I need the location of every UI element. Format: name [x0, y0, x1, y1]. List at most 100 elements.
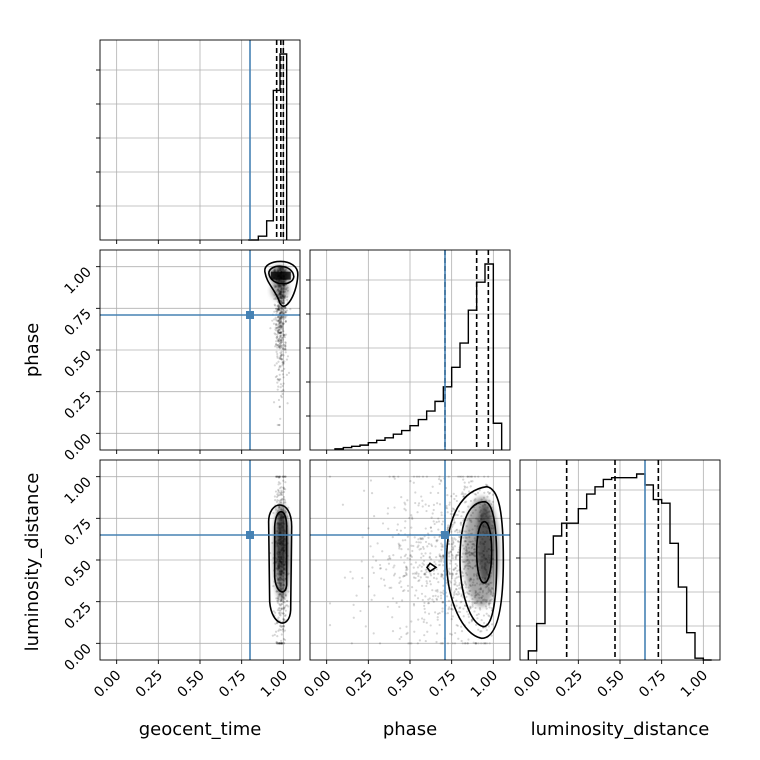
sample-point [453, 530, 457, 533]
sample-point [280, 336, 284, 340]
sample-point [446, 494, 449, 497]
sample-point [455, 529, 458, 532]
sample-point [278, 423, 281, 427]
sample-point [453, 593, 456, 596]
sample-point [279, 394, 283, 397]
sample-point [466, 642, 469, 645]
sample-point [465, 595, 468, 598]
sample-point [440, 523, 444, 526]
sample-point [452, 492, 455, 495]
sample-point [279, 344, 282, 347]
sample-point [278, 341, 281, 344]
sample-point [438, 623, 441, 627]
sample-point [418, 579, 421, 582]
sample-point [280, 316, 283, 319]
sample-point [418, 548, 421, 551]
sample-point [439, 594, 443, 597]
sample-point [280, 499, 283, 502]
sample-point [284, 609, 287, 612]
sample-point [451, 507, 454, 510]
y-tick-label: 0.50 [61, 348, 94, 381]
sample-point [462, 495, 465, 498]
sample-point [400, 635, 403, 639]
sample-point [410, 563, 413, 566]
sample-point [406, 568, 409, 571]
sample-point [393, 477, 396, 480]
sample-point [277, 360, 280, 363]
sample-point [280, 358, 283, 361]
sample-point [435, 577, 438, 580]
sample-point [424, 595, 427, 598]
sample-point [391, 616, 394, 619]
sample-point [277, 476, 281, 479]
sample-point [463, 642, 467, 645]
sample-point [277, 379, 281, 382]
sample-point [488, 615, 491, 618]
sample-point [285, 604, 289, 607]
x-axis-title-geocent-time: geocent_time [139, 719, 262, 740]
sample-point [413, 594, 417, 597]
sample-point [269, 327, 272, 330]
sample-point [372, 571, 375, 574]
sample-point [429, 574, 433, 577]
sample-point [277, 607, 280, 610]
sample-point [420, 495, 423, 498]
contour-outer [264, 260, 299, 307]
sample-point [451, 536, 454, 540]
sample-point [424, 552, 427, 555]
sample-point [277, 483, 280, 486]
sample-point [280, 321, 284, 324]
sample-point [280, 301, 283, 304]
sample-point [441, 545, 444, 548]
sample-point [279, 311, 282, 315]
sample-point [278, 321, 281, 324]
x-tick-label: 0.00 [511, 668, 544, 701]
sample-point [440, 542, 443, 545]
sample-point [283, 311, 286, 314]
sample-point [455, 494, 458, 498]
sample-point [412, 604, 416, 607]
sample-point [471, 603, 474, 606]
sample-point [423, 607, 426, 610]
sample-point [395, 528, 399, 532]
sample-point [440, 548, 443, 551]
sample-point [280, 325, 283, 329]
sample-point [381, 550, 384, 553]
sample-point [411, 586, 414, 589]
sample-point [274, 498, 277, 502]
sample-point [420, 592, 424, 595]
sample-point [277, 385, 280, 388]
sample-point [464, 604, 467, 607]
sample-point [278, 329, 281, 332]
histogram-phase [306, 249, 511, 454]
panel-geocent_time-vs-phase [96, 249, 301, 454]
sample-point [484, 605, 488, 608]
sample-point [410, 642, 413, 645]
sample-point [278, 331, 281, 334]
sample-point [451, 538, 454, 541]
sample-point [278, 321, 281, 325]
sample-point [276, 330, 280, 333]
sample-point [367, 585, 371, 588]
sample-point [432, 576, 436, 579]
sample-point [282, 606, 285, 609]
sample-point [460, 600, 463, 603]
sample-point [278, 304, 281, 308]
sample-point [278, 331, 281, 334]
sample-point [399, 529, 402, 532]
sample-point [485, 607, 488, 610]
sample-point [460, 593, 463, 596]
sample-point [277, 305, 280, 308]
sample-point [387, 562, 391, 565]
sample-point [441, 573, 444, 577]
sample-point [440, 560, 443, 563]
sample-point [412, 576, 416, 579]
sample-point [275, 336, 278, 339]
sample-point [427, 542, 431, 545]
sample-point [281, 324, 284, 327]
sample-point [424, 527, 427, 530]
sample-point [474, 642, 477, 645]
sample-point [328, 475, 332, 478]
sample-point [423, 573, 426, 576]
sample-point [276, 621, 279, 625]
